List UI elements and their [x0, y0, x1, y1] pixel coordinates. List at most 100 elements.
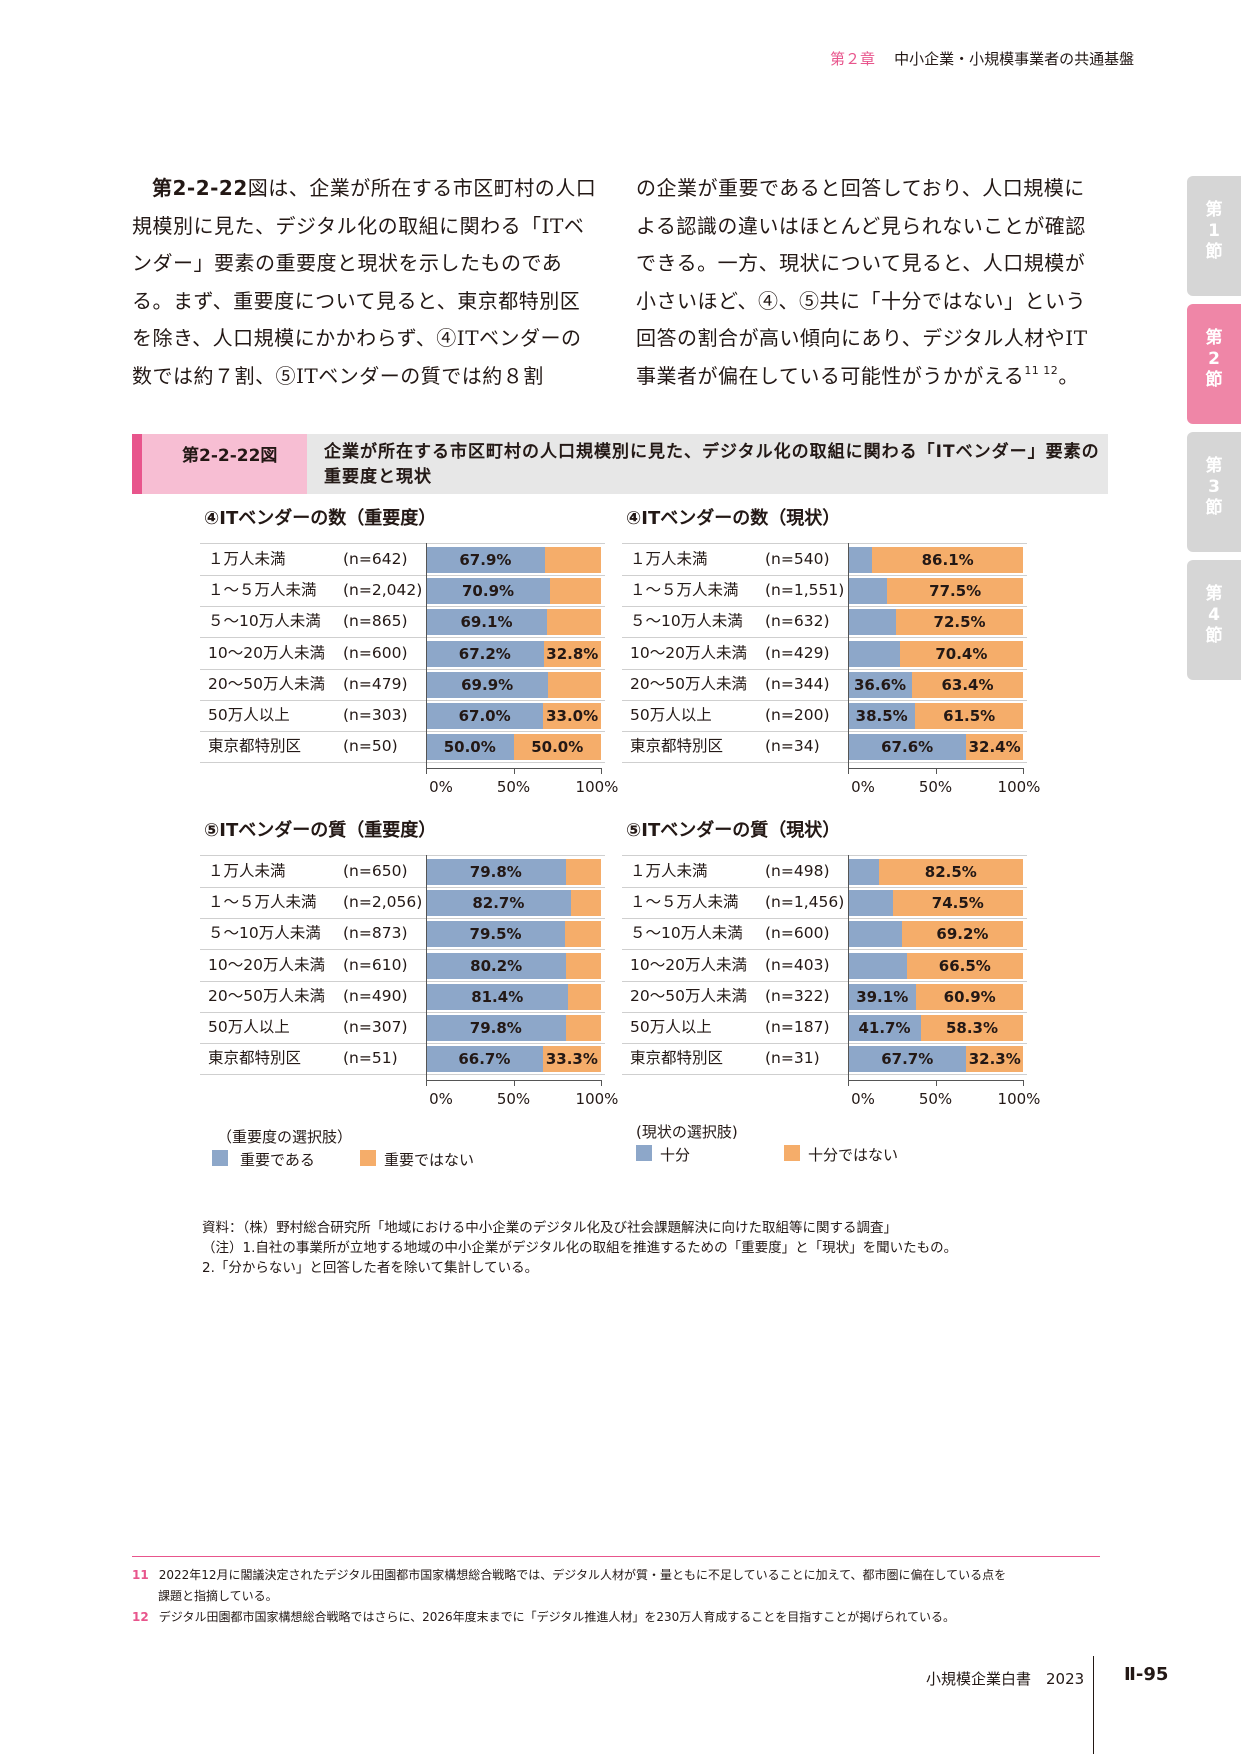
legend-sufficient-label: 十分 — [660, 1146, 691, 1164]
chart-title: ④ITベンダーの数（現状） — [626, 508, 841, 529]
sample-size-label: (n=200) — [765, 706, 830, 724]
chart-row: ５～10万人未満 (n=865) — [200, 606, 605, 639]
chart-top-rule — [200, 855, 605, 856]
category-label: 20～50万人未満 — [208, 986, 325, 1005]
category-label: ５～10万人未満 — [208, 612, 321, 631]
x-tick — [935, 1080, 937, 1087]
chart-row: １万人未満 (n=540) — [622, 544, 1027, 576]
chart-row: ５～10万人未満 (n=873) — [200, 918, 605, 951]
bar-segment-first: 67.9% — [426, 547, 545, 573]
sample-size-label: (n=307) — [343, 1018, 408, 1036]
bar-segment-first: 69.9% — [426, 671, 549, 698]
sample-size-label: (n=490) — [343, 986, 408, 1005]
chart-row: １～５万人未満 (n=2,056) — [200, 887, 605, 920]
x-tick — [848, 1080, 849, 1087]
x-tick-label: 100% — [575, 1090, 619, 1109]
chart-row: １～５万人未満 (n=1,456) — [622, 887, 1027, 920]
legend-important-label: 重要である — [240, 1151, 315, 1169]
category-label: 東京都特別区 — [208, 737, 302, 756]
category-label: １～５万人未満 — [208, 581, 317, 600]
bar-segment-second: 33.3% — [542, 1046, 601, 1073]
legend-swatch-sufficient — [636, 1145, 652, 1161]
bar-segment-first: 80.2% — [426, 952, 567, 979]
sample-size-label: (n=650) — [343, 862, 408, 880]
chart-row: 20～50万人未満 (n=479) — [200, 669, 605, 701]
x-tick-label: 50% — [496, 778, 531, 797]
bar-segment-second: 32.4% — [966, 734, 1023, 761]
chart-row: 20～50万人未満 (n=322) — [622, 981, 1027, 1013]
bar-segment-first: 39.1% — [848, 983, 917, 1010]
footer-divider — [1093, 1656, 1094, 1754]
chart-row: １万人未満 (n=498) — [622, 856, 1027, 888]
sample-size-label: (n=344) — [765, 674, 830, 693]
chart-title: ⑤ITベンダーの質（重要度） — [204, 820, 437, 841]
x-tick-label: 100% — [997, 1090, 1041, 1109]
sample-size-label: (n=34) — [765, 737, 820, 756]
footnote-text: 2022年12月に閣議決定されたデジタル田園都市国家構想総合戦略では、デジタル人… — [158, 1568, 1007, 1582]
bar-segment-first: 82.7% — [426, 890, 571, 917]
x-tick-label: 0% — [851, 778, 875, 797]
chart-row: 10～20万人未満 (n=403) — [622, 950, 1027, 982]
section-tab-1[interactable]: 第 1 節 — [1187, 176, 1241, 296]
bar-segment-second: 66.5% — [906, 952, 1023, 979]
footnote-number: 11 — [132, 1568, 149, 1582]
footnote-refs[interactable]: 11 12 — [1024, 363, 1059, 377]
sample-size-label: (n=873) — [343, 924, 408, 943]
x-tick — [1023, 768, 1024, 775]
category-label: 50万人以上 — [208, 706, 290, 724]
bar-segment-second — [565, 859, 601, 885]
figure-title-accent — [132, 434, 142, 494]
bar-segment-second: 70.4% — [899, 640, 1023, 667]
bar-segment-first: 67.7% — [848, 1046, 967, 1073]
sample-size-label: (n=600) — [343, 643, 408, 662]
sample-size-label: (n=865) — [343, 612, 408, 631]
footnote-rule — [132, 1556, 1100, 1557]
chart-title: ⑤ITベンダーの質（現状） — [626, 820, 841, 841]
section-tab-3[interactable]: 第 3 節 — [1187, 432, 1241, 552]
legend-swatch-not-important — [360, 1150, 376, 1166]
sample-size-label: (n=50) — [343, 737, 398, 756]
bar-segment-first — [848, 547, 873, 573]
figure-title: 企業が所在する市区町村の人口規模別に見た、デジタル化の取組に関わる「ITベンダー… — [324, 442, 1100, 487]
bar-segment-first — [848, 952, 907, 979]
category-label: 10～20万人未満 — [208, 643, 325, 662]
chart-top-rule — [622, 543, 1027, 544]
x-tick — [848, 768, 849, 775]
figure-number: 第2-2-22図 — [142, 434, 307, 494]
category-label: 10～20万人未満 — [630, 643, 747, 662]
running-header: 第２章 中小企業・小規模事業者の共通基盤 — [830, 48, 1134, 69]
section-tab-2[interactable]: 第 2 節 — [1187, 304, 1241, 424]
footnote-number: 12 — [132, 1610, 149, 1624]
bar-segment-second — [550, 578, 601, 605]
body-left-column: 第2-2-22図は、企業が所在する市区町村の人口規模別に見た、デジタル化の取組に… — [132, 170, 598, 395]
chart-row: 20～50万人未満 (n=344) — [622, 669, 1027, 701]
x-tick-label: 50% — [496, 1090, 531, 1109]
x-tick-label: 50% — [918, 1090, 953, 1109]
chart-title: ④ITベンダーの数（重要度） — [204, 508, 437, 529]
bar-segment-first: 81.4% — [426, 983, 569, 1010]
chart-y-axis — [426, 855, 427, 1082]
footnote-11: 11 2022年12月に閣議決定されたデジタル田園都市国家構想総合戦略では、デジタ… — [132, 1565, 1112, 1585]
bar-segment-second — [570, 890, 601, 917]
legend-status-title: (現状の選択肢) — [636, 1123, 738, 1141]
bar-segment-second: 82.5% — [878, 859, 1023, 885]
sample-size-label: (n=31) — [765, 1049, 820, 1068]
legend-importance-title: （重要度の選択肢） — [217, 1128, 353, 1146]
sample-size-label: (n=498) — [765, 862, 830, 880]
footnote-11-cont: 課題と指摘している。 — [158, 1589, 278, 1603]
chart-row: 50万人以上 (n=303) — [200, 700, 605, 732]
category-label: １～５万人未満 — [630, 893, 739, 912]
category-label: 10～20万人未満 — [208, 955, 325, 974]
body-right-column: の企業が重要であると回答しており、人口規模による認識の違いはほとんど見られないこ… — [636, 176, 1088, 388]
note-1: （注）1.自社の事業所が立地する地域の中小企業がデジタル化の取組を推進するための… — [202, 1240, 958, 1256]
section-tab-4[interactable]: 第 4 節 — [1187, 560, 1241, 680]
bar-segment-second: 61.5% — [915, 703, 1023, 729]
chart-y-axis — [426, 543, 427, 770]
tab-label: 第 2 節 — [1205, 328, 1223, 390]
sample-size-label: (n=322) — [765, 986, 830, 1005]
x-tick-label: 100% — [997, 778, 1041, 797]
sample-size-label: (n=187) — [765, 1018, 830, 1036]
category-label: 20～50万人未満 — [630, 986, 747, 1005]
bar-segment-first: 79.5% — [426, 921, 566, 948]
body-left-text: 図は、企業が所在する市区町村の人口規模別に見た、デジタル化の取組に関わる「ITベ… — [132, 176, 597, 388]
